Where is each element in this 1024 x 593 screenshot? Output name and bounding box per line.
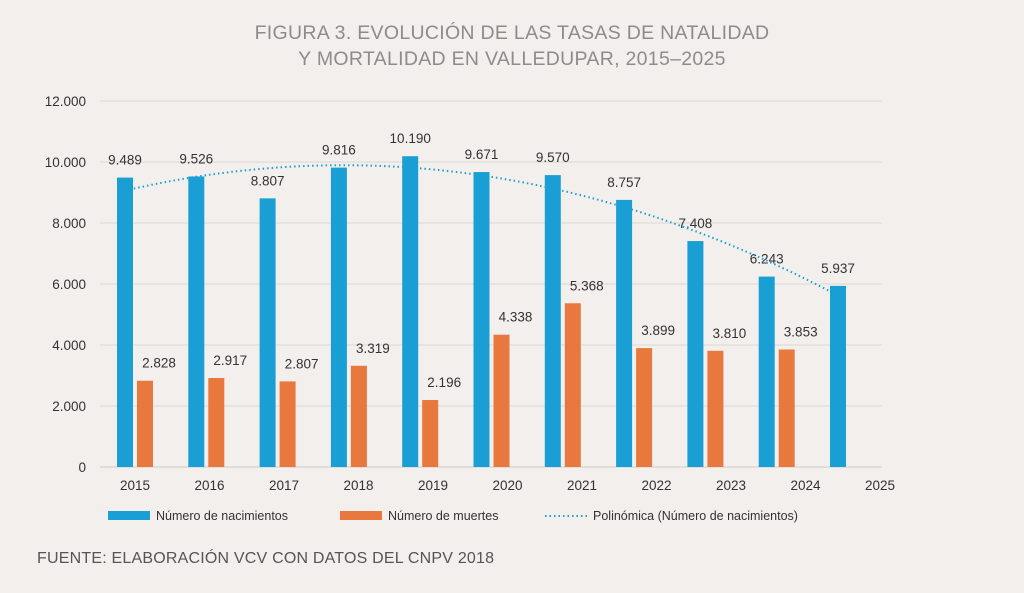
x-tick-label: 2021 xyxy=(567,478,597,493)
data-label-muertes: 3.853 xyxy=(784,324,818,339)
data-label-nacimientos: 7.408 xyxy=(679,216,713,231)
bar-muertes xyxy=(137,380,153,467)
bar-nacimientos xyxy=(544,175,561,468)
data-label-muertes: 2.828 xyxy=(142,356,176,371)
chart-title-line2: Y MORTALIDAD EN VALLEDUPAR, 2015–2025 xyxy=(298,48,726,70)
bar-muertes xyxy=(350,365,367,467)
data-label-nacimientos: 8.757 xyxy=(607,175,641,190)
x-tick-label: 2023 xyxy=(716,478,746,493)
data-label-nacimientos: 8.807 xyxy=(251,173,285,188)
x-tick-label: 2018 xyxy=(343,478,373,493)
legend-swatch-muertes xyxy=(340,511,382,520)
bar-nacimientos xyxy=(758,276,775,467)
legend-label-nacimientos: Número de nacimientos xyxy=(156,509,288,523)
data-label-muertes: 2.196 xyxy=(427,375,461,390)
data-label-nacimientos: 10.190 xyxy=(390,131,431,146)
source-note: FUENTE: ELABORACIÓN VCV CON DATOS DEL CN… xyxy=(37,550,495,567)
data-label-nacimientos: 9.489 xyxy=(108,153,142,168)
y-tick-label: 6.000 xyxy=(52,277,86,292)
bar-nacimientos xyxy=(402,156,419,467)
x-tick-label: 2015 xyxy=(120,478,150,493)
legend-swatch-nacimientos xyxy=(108,511,150,520)
bar-nacimientos xyxy=(616,199,633,467)
data-label-muertes: 2.807 xyxy=(285,356,319,371)
bar-nacimientos xyxy=(830,285,846,467)
y-tick-label: 2.000 xyxy=(52,399,86,414)
y-tick-label: 8.000 xyxy=(52,216,86,231)
bar-muertes xyxy=(707,350,724,467)
data-label-muertes: 5.368 xyxy=(570,278,604,293)
bar-nacimientos xyxy=(259,198,276,467)
x-tick-label: 2024 xyxy=(790,478,821,493)
bar-nacimientos xyxy=(330,167,347,467)
data-label-nacimientos: 9.671 xyxy=(465,147,499,162)
data-label-nacimientos: 5.937 xyxy=(821,261,855,276)
chart-title-line1: FIGURA 3. EVOLUCIÓN DE LAS TASAS DE NATA… xyxy=(254,22,770,44)
x-tick-label: 2020 xyxy=(492,478,522,493)
legend-label-trendline: Polinómica (Número de nacimientos) xyxy=(593,509,798,523)
data-label-nacimientos: 6.243 xyxy=(750,252,784,267)
data-label-muertes: 3.810 xyxy=(713,326,747,341)
data-label-muertes: 3.319 xyxy=(356,341,390,356)
data-label-muertes: 4.338 xyxy=(499,310,533,325)
y-tick-label: 10.000 xyxy=(45,155,86,170)
y-tick-label: 12.000 xyxy=(45,94,86,109)
x-tick-label: 2019 xyxy=(418,478,448,493)
data-label-nacimientos: 9.570 xyxy=(536,150,570,165)
legend-label-muertes: Número de muertes xyxy=(388,509,498,523)
bar-nacimientos xyxy=(687,241,704,467)
data-label-nacimientos: 9.526 xyxy=(179,151,213,166)
data-label-muertes: 2.917 xyxy=(213,353,247,368)
y-tick-label: 0 xyxy=(78,460,86,475)
bar-nacimientos xyxy=(473,172,490,468)
bar-muertes xyxy=(422,400,439,467)
bar-muertes xyxy=(279,381,296,467)
bar-muertes xyxy=(208,378,225,467)
data-label-nacimientos: 9.816 xyxy=(322,143,356,158)
bar-muertes xyxy=(493,334,510,467)
x-tick-label: 2017 xyxy=(269,478,299,493)
bar-muertes xyxy=(564,303,581,467)
x-tick-label: 2025 xyxy=(865,478,895,493)
bar-muertes xyxy=(636,348,653,467)
bar-nacimientos xyxy=(188,176,205,467)
x-tick-label: 2016 xyxy=(194,478,224,493)
x-tick-label: 2022 xyxy=(641,478,671,493)
bar-nacimientos xyxy=(117,177,133,467)
y-tick-label: 4.000 xyxy=(52,338,86,353)
data-label-muertes: 3.899 xyxy=(641,323,675,338)
bar-muertes xyxy=(778,349,795,467)
